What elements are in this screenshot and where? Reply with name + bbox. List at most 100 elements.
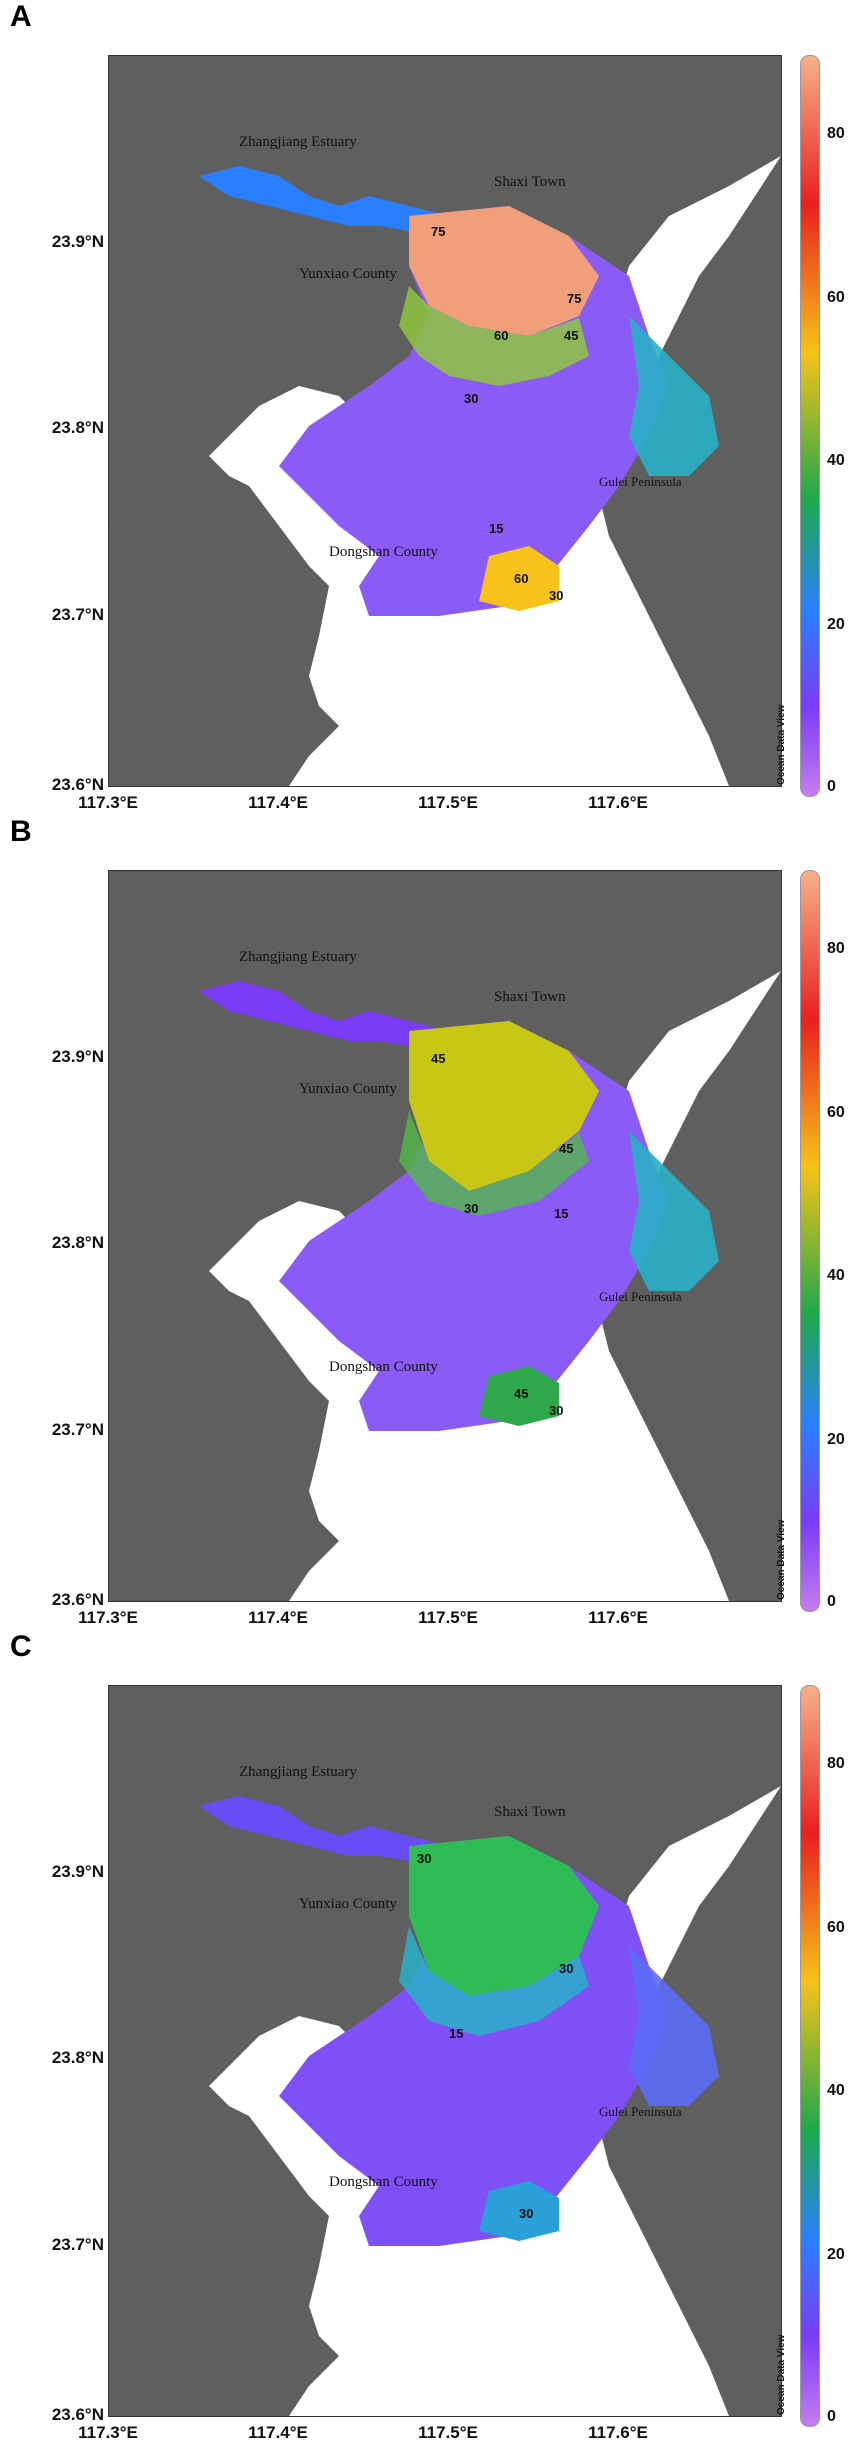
x-tick: 117.3°E (78, 2423, 138, 2442)
label-dongshan-county: Dongshan County (329, 1359, 438, 1375)
x-tick: 117.5°E (418, 2423, 478, 2442)
contour-label: 15 (489, 521, 504, 536)
colorbar-tick: 60 (827, 1104, 845, 1121)
y-tick: 23.7°N (51, 2235, 104, 2254)
contour-label: 45 (559, 1141, 574, 1156)
map-plot: Zhangjiang Estuary Shaxi Town Yunxiao Co… (108, 870, 782, 1602)
east-channel (629, 1131, 719, 1291)
colorbar-tick: 60 (827, 1919, 845, 1936)
contour-label: 30 (559, 1961, 574, 1976)
north-hotspot (409, 206, 599, 336)
y-tick: 23.9°N (51, 1047, 104, 1066)
x-tick: 117.3°E (78, 793, 138, 812)
label-gulei-peninsula: Gulei Peninsula (599, 1289, 682, 1304)
label-yunxiao-county: Yunxiao County (299, 1896, 397, 1912)
south-hotspot (479, 546, 559, 611)
estuary-water (199, 166, 449, 236)
map-svg (109, 1686, 781, 2416)
label-zhangjiang-estuary: Zhangjiang Estuary (239, 1764, 357, 1780)
colorbar-tick: 40 (827, 452, 845, 469)
colorbar-tick: 80 (827, 940, 845, 957)
x-tick: 117.6°E (588, 2423, 648, 2442)
contour-label: 30 (417, 1851, 432, 1866)
colorbar-tick: 20 (827, 2246, 845, 2263)
colorbar-tick: 40 (827, 2082, 845, 2099)
map-svg (109, 56, 781, 786)
y-tick: 23.7°N (51, 605, 104, 624)
contour-label: 60 (494, 328, 509, 343)
map-plot: Zhangjiang Estuary Shaxi Town Yunxiao Co… (108, 55, 782, 787)
south-hotspot (479, 2181, 559, 2241)
south-hotspot (479, 1366, 559, 1426)
land-south (109, 456, 339, 786)
label-zhangjiang-estuary: Zhangjiang Estuary (239, 134, 357, 150)
colorbar-tick: 0 (827, 778, 836, 795)
colorbar-tick: 80 (827, 1755, 845, 1772)
label-gulei-peninsula: Gulei Peninsula (599, 474, 682, 489)
colorbar-tick: 20 (827, 616, 845, 633)
colorbar-tick: 80 (827, 125, 845, 142)
land-south (109, 1271, 339, 1601)
colorbar-tick: 0 (827, 2408, 836, 2425)
y-tick: 23.7°N (51, 1420, 104, 1439)
x-tick: 117.4°E (248, 793, 308, 812)
mid-band (399, 1926, 589, 2036)
contour-label: 75 (431, 224, 446, 239)
east-channel (629, 316, 719, 476)
colorbar (800, 870, 820, 1612)
colorbar (800, 1685, 820, 2427)
y-tick: 23.6°N (51, 2405, 104, 2424)
colorbar-tick: 60 (827, 289, 845, 306)
contour-label: 15 (449, 2026, 464, 2041)
panel-b: B Zhangjiang Estuary Shaxi Town Yunxiao … (0, 815, 851, 1630)
panel-a: A Zhangjiang Estuary Shaxi Town Yunxiao … (0, 0, 851, 815)
label-shaxi-town: Shaxi Town (494, 989, 566, 1005)
y-tick: 23.9°N (51, 1862, 104, 1881)
north-hotspot (409, 1021, 599, 1191)
y-tick: 23.9°N (51, 232, 104, 251)
contour-label: 30 (464, 1201, 479, 1216)
map-svg (109, 871, 781, 1601)
mid-band (399, 1111, 589, 1216)
odv-watermark: Ocean Data View (776, 704, 787, 785)
y-tick: 23.8°N (51, 2048, 104, 2067)
colorbar-tick: 0 (827, 1593, 836, 1610)
colorbar-tick: 40 (827, 1267, 845, 1284)
colorbar-tick: 20 (827, 1431, 845, 1448)
odv-watermark: Ocean Data View (776, 1519, 787, 1600)
x-tick: 117.5°E (418, 793, 478, 812)
contour-label: 60 (514, 571, 529, 586)
contour-label: 30 (549, 588, 564, 603)
label-shaxi-town: Shaxi Town (494, 174, 566, 190)
x-tick: 117.6°E (588, 1608, 648, 1627)
north-hotspot (409, 1836, 599, 1996)
east-channel (629, 1946, 719, 2106)
contour-label: 30 (464, 391, 479, 406)
label-dongshan-county: Dongshan County (329, 544, 438, 560)
x-tick: 117.4°E (248, 1608, 308, 1627)
label-dongshan-county: Dongshan County (329, 2174, 438, 2190)
contour-label: 75 (567, 291, 582, 306)
panel-label: C (10, 1630, 32, 1663)
y-tick: 23.8°N (51, 1233, 104, 1252)
contour-label: 45 (564, 328, 579, 343)
contour-label: 45 (431, 1051, 446, 1066)
land-south (109, 2086, 339, 2416)
estuary-water (199, 1796, 449, 1866)
colorbar (800, 55, 820, 797)
label-yunxiao-county: Yunxiao County (299, 1081, 397, 1097)
x-tick: 117.3°E (78, 1608, 138, 1627)
contour-label: 30 (519, 2206, 534, 2221)
x-tick: 117.5°E (418, 1608, 478, 1627)
x-tick: 117.6°E (588, 793, 648, 812)
label-shaxi-town: Shaxi Town (494, 1804, 566, 1820)
odv-watermark: Ocean Data View (776, 2334, 787, 2415)
panel-label: B (10, 815, 32, 848)
y-tick: 23.6°N (51, 1590, 104, 1609)
label-gulei-peninsula: Gulei Peninsula (599, 2104, 682, 2119)
panel-c: C Zhangjiang Estuary Shaxi Town Yunxiao … (0, 1630, 851, 2445)
map-plot: Zhangjiang Estuary Shaxi Town Yunxiao Co… (108, 1685, 782, 2417)
label-yunxiao-county: Yunxiao County (299, 266, 397, 282)
contour-label: 30 (549, 1403, 564, 1418)
label-zhangjiang-estuary: Zhangjiang Estuary (239, 949, 357, 965)
